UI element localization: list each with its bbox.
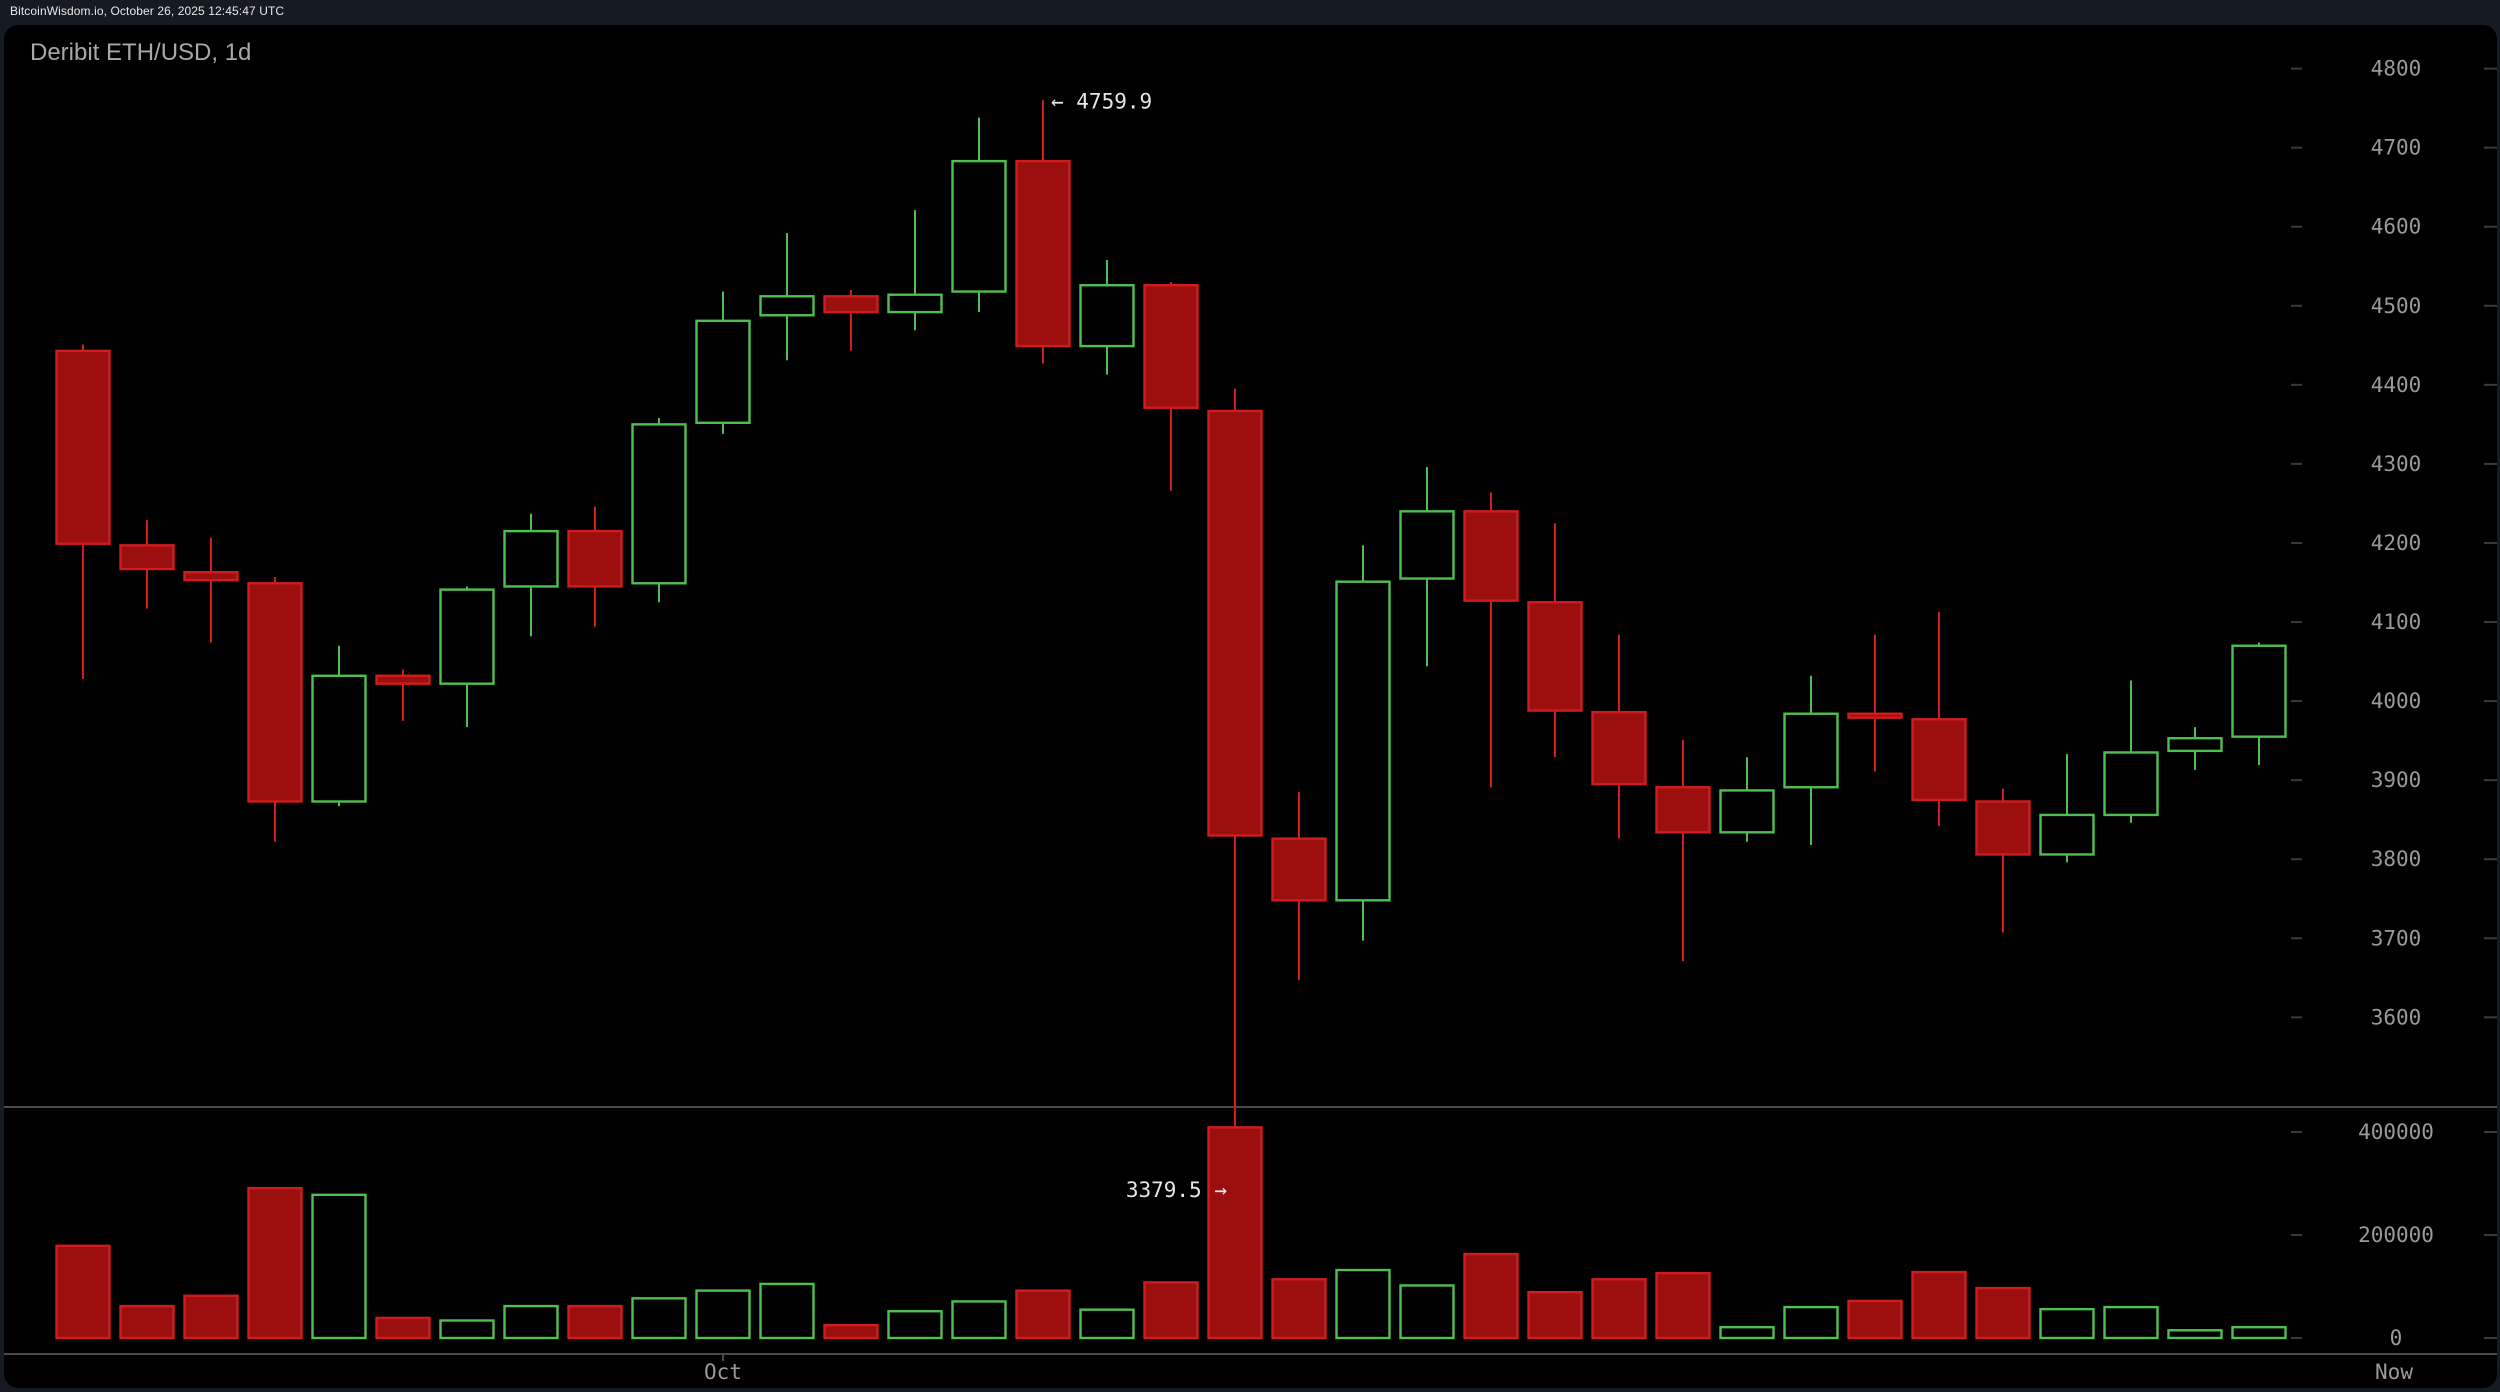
price-axis-label: 3900 (2371, 768, 2422, 792)
volume-bar-down (1463, 1252, 1519, 1340)
volume-bar-down (567, 1304, 623, 1340)
volume-bar-down (1591, 1278, 1647, 1340)
candle-down (1015, 159, 1071, 348)
source-timestamp: BitcoinWisdom.io, October 26, 2025 12:45… (10, 4, 285, 18)
price-axis-label: 3800 (2371, 847, 2422, 871)
price-axis-label: 4800 (2371, 57, 2422, 81)
candle-down (1655, 786, 1711, 834)
candle-down (1975, 800, 2031, 856)
candle-up (695, 319, 751, 424)
candle-up (1719, 789, 1775, 834)
candle-down (1847, 712, 1903, 719)
volume-bar-up (631, 1297, 687, 1340)
volume-bar-down (1655, 1271, 1711, 1340)
volume-bar-down (247, 1186, 303, 1340)
volume-bar-down (183, 1294, 239, 1340)
volume-bar-down (119, 1304, 175, 1340)
volume-bar-up (503, 1304, 559, 1340)
volume-bar-up (2103, 1305, 2159, 1340)
candle-down (823, 295, 879, 314)
volume-bar-up (1719, 1325, 1775, 1340)
x-axis-label-oct: Oct (704, 1360, 742, 1384)
price-axis-label: 4100 (2371, 610, 2422, 634)
volume-bar-up (2039, 1307, 2095, 1340)
chart-panel: 4800 4700 4600 4500 4400 4300 4200 4100 4000 3900… (4, 25, 2497, 1388)
candle-down (1463, 510, 1519, 602)
candle-up (2167, 737, 2223, 753)
price-axis-label: 4000 (2371, 689, 2422, 713)
price-axis-label: 3600 (2371, 1005, 2422, 1029)
price-axis-label: 4300 (2371, 452, 2422, 476)
candle-up (631, 423, 687, 585)
candle-down (1207, 409, 1263, 837)
candle-down (1527, 601, 1583, 712)
candle-down (247, 582, 303, 803)
volume-bar-up (2231, 1325, 2287, 1340)
candle-up (1783, 712, 1839, 789)
volume-bar-down (1271, 1278, 1327, 1340)
volume-bar-up (695, 1289, 751, 1340)
volume-bar-up (1783, 1305, 1839, 1340)
volume-bar-down (1527, 1290, 1583, 1340)
volume-bar-down (1847, 1299, 1903, 1340)
price-axis-label: 4700 (2371, 136, 2422, 160)
volume-bar-down (1015, 1289, 1071, 1340)
volume-axis-label: 0 (2390, 1326, 2403, 1350)
candle-up (2039, 813, 2095, 856)
candle-down (1591, 710, 1647, 786)
volume-bar-up (311, 1193, 367, 1340)
candle-down (55, 349, 111, 545)
volume-bar-up (1079, 1308, 1135, 1340)
volume-bar-up (2167, 1329, 2223, 1340)
volume-bar-down (1911, 1270, 1967, 1340)
high-price-annotation: ← 4759.9 (1051, 89, 1152, 113)
price-axis-label: 4400 (2371, 373, 2422, 397)
chart-title: Deribit ETH/USD, 1d (30, 39, 252, 66)
price-axis-label: 3700 (2371, 926, 2422, 950)
price-axis-label: 4200 (2371, 531, 2422, 555)
candle-up (311, 674, 367, 803)
candle-down (567, 529, 623, 588)
volume-axis-label: 400000 (2358, 1120, 2434, 1144)
candle-up (887, 293, 943, 314)
candle-down (1911, 718, 1967, 802)
volume-bar-down (1143, 1281, 1199, 1340)
volume-bar-up (1399, 1284, 1455, 1340)
candle-up (2231, 644, 2287, 738)
candle-down (1143, 284, 1199, 409)
candle-up (1335, 580, 1391, 902)
candle-up (439, 588, 495, 685)
volume-bar-up (887, 1310, 943, 1340)
candle-up (503, 529, 559, 588)
volume-bar-down (55, 1244, 111, 1340)
price-axis-label: 4600 (2371, 215, 2422, 239)
candle-up (2103, 751, 2159, 817)
volume-bar-up (1335, 1268, 1391, 1340)
candle-down (119, 544, 175, 571)
candle-up (1399, 510, 1455, 580)
top-bar: BitcoinWisdom.io, October 26, 2025 12:45… (0, 0, 2500, 25)
candle-down (183, 571, 239, 582)
candle-down (1271, 837, 1327, 902)
volume-bar-down (375, 1316, 431, 1340)
candle-down (375, 674, 431, 685)
volume-axis-label: 200000 (2358, 1223, 2434, 1247)
low-price-annotation: 3379.5 → (1126, 1178, 1227, 1202)
volume-bar-down (1975, 1286, 2031, 1340)
candle-up (759, 295, 815, 317)
volume-bar-down (1207, 1126, 1263, 1340)
volume-bar-up (439, 1319, 495, 1340)
volume-bar-down (823, 1323, 879, 1340)
x-axis-label-now: Now (2375, 1360, 2413, 1384)
volume-bar-up (951, 1300, 1007, 1340)
candle-up (1079, 284, 1135, 348)
volume-bar-up (759, 1282, 815, 1340)
candlestick-chart: 4800 4700 4600 4500 4400 4300 4200 4100 4000 3900… (4, 57, 2497, 1384)
candle-up (951, 159, 1007, 293)
price-axis-label: 4500 (2371, 294, 2422, 318)
